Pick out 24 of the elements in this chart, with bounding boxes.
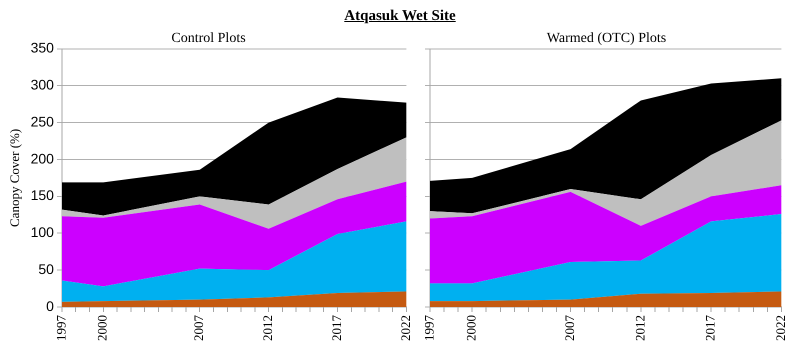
y-axis-title: Canopy Cover (%)	[7, 128, 22, 227]
y-tick-label: 200	[30, 150, 54, 166]
x-tick-label: 2022	[772, 315, 788, 341]
y-tick-label: 0	[46, 298, 54, 314]
y-tick-label: 50	[38, 260, 54, 277]
y-tick-label: 350	[30, 40, 54, 56]
text: Atqasuk Wet Site	[343, 7, 457, 25]
x-tick-label: 2017	[702, 314, 718, 341]
x-tick-label: 2000	[94, 315, 110, 341]
x-tick-label: 1997	[53, 314, 68, 341]
x-tick-label: 2012	[632, 315, 648, 341]
x-tick-label: 2000	[464, 315, 479, 341]
chart-title: Warmed (OTC) Plots	[546, 31, 666, 46]
x-tick-label: 2012	[260, 315, 276, 341]
y-tick-label: 100	[30, 224, 54, 240]
y-tick-label: 300	[30, 76, 54, 93]
y-tick-label: 250	[30, 113, 54, 130]
x-tick-label: 1997	[421, 314, 436, 341]
x-tick-label: 2022	[398, 315, 413, 341]
y-tick-label: 150	[30, 187, 54, 204]
x-tick-label: 2017	[328, 314, 344, 341]
x-tick-label: 2007	[562, 314, 577, 341]
chart-title: Control Plots	[171, 31, 246, 46]
x-tick-label: 2007	[191, 314, 206, 341]
